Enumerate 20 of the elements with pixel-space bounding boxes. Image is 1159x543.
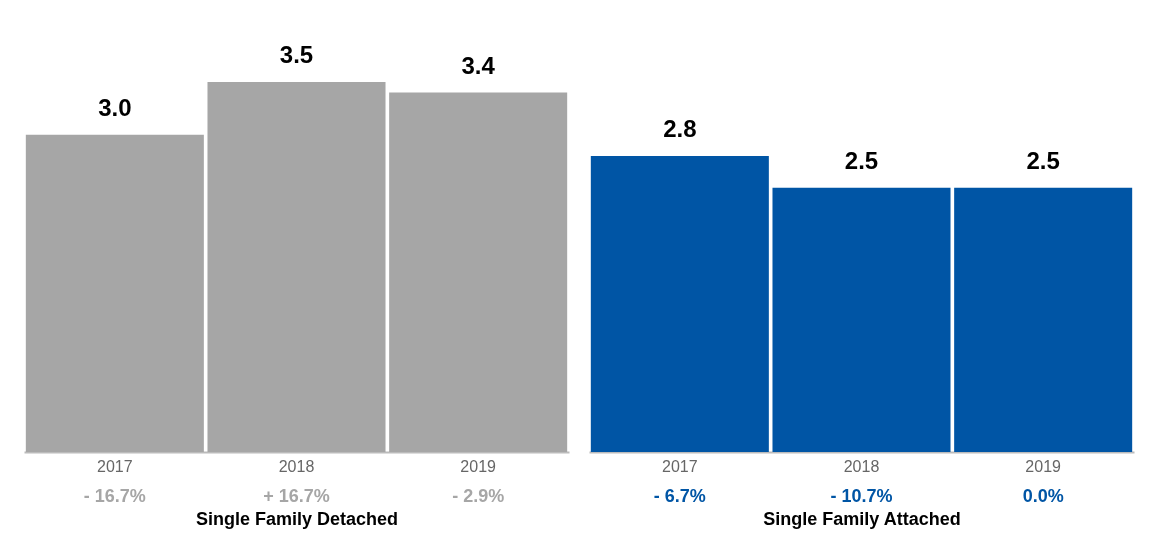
x-axis-title: Single Family Detached: [195, 508, 399, 529]
text: - 16.7%: [83, 486, 146, 506]
x-tick-label: 2017: [97, 457, 133, 475]
x-axis-title: Single Family Attached: [763, 508, 961, 529]
text: + 16.7%: [263, 486, 330, 506]
text: - 2.9%: [452, 486, 505, 506]
x-tick-label: 2018: [278, 457, 315, 475]
data-label: 3.0: [98, 93, 132, 121]
data-label: 2.8: [663, 115, 697, 142]
data-label: 2.5: [844, 146, 879, 174]
data-label: 3.5: [279, 41, 314, 68]
x-tick-label: 2019: [1025, 457, 1062, 475]
text: - 6.7%: [653, 486, 706, 506]
x-tick-label: 2017: [662, 457, 698, 475]
data-label: 2.5: [1026, 146, 1060, 174]
text: 0.0%: [1022, 486, 1064, 506]
text: - 10.7%: [830, 486, 893, 506]
data-label: 3.4: [461, 51, 496, 79]
x-tick-label: 2019: [460, 457, 497, 475]
x-tick-label: 2018: [843, 457, 880, 475]
